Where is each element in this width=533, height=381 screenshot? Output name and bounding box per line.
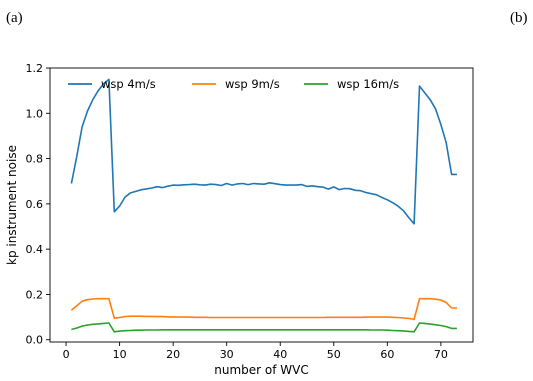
y-tick-label: 0.8 — [26, 153, 44, 166]
x-tick-label: 30 — [220, 348, 234, 361]
y-tick-label: 0.2 — [26, 288, 44, 301]
y-tick-label: 0.0 — [26, 334, 44, 347]
legend: wsp 4m/s wsp 9m/s wsp 16m/s — [68, 77, 399, 91]
x-tick-label: 0 — [63, 348, 70, 361]
x-tick-label: 70 — [434, 348, 448, 361]
series-line-1 — [70, 78, 457, 225]
panel-label-a: (a) — [6, 10, 23, 26]
legend-label-3: wsp 16m/s — [337, 77, 399, 91]
x-tick-label: 10 — [113, 348, 127, 361]
x-axis-label: number of WVC — [214, 363, 308, 377]
y-tick-label: 1.2 — [26, 62, 44, 75]
series-line-3 — [71, 322, 457, 333]
series-line-2 — [70, 297, 457, 321]
axes-layer: 0 10 20 30 40 50 60 70 0.0 0.2 0.4 0.6 0.8 1.0 1.2 — [26, 62, 474, 361]
legend-label-2: wsp 9m/s — [225, 77, 280, 91]
y-tick-label: 1.0 — [26, 107, 44, 120]
x-tick-label: 20 — [166, 348, 180, 361]
panel-label-b: (b) — [510, 10, 528, 26]
x-tick-label: 50 — [327, 348, 341, 361]
legend-label-1: wsp 4m/s — [101, 77, 156, 91]
x-tick-label: 60 — [380, 348, 394, 361]
x-tick-label: 40 — [273, 348, 287, 361]
y-axis-label: kp instrument noise — [5, 145, 19, 265]
plot-layer — [70, 78, 457, 333]
y-tick-label: 0.6 — [26, 198, 44, 211]
plot-frame — [49, 67, 474, 343]
y-tick-label: 0.4 — [26, 243, 44, 256]
